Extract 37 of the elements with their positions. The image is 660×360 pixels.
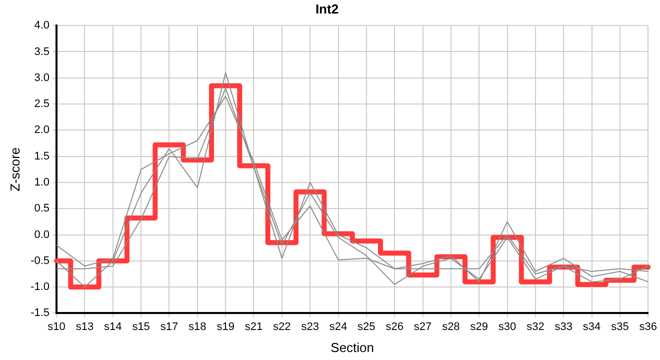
y-tick-label: 1.5 [34, 150, 50, 162]
x-tick-label: s30 [498, 320, 516, 333]
y-tick-label: -0.5 [30, 254, 50, 267]
y-tick-label: 2.0 [34, 124, 50, 136]
y-tick-label: 0.0 [34, 228, 50, 241]
x-tick-label: s28 [442, 320, 460, 333]
x-tick-label: s32 [526, 320, 544, 333]
x-tick-label: s21 [244, 320, 263, 333]
x-axis-title: Section [330, 340, 374, 355]
x-tick-label: s36 [639, 320, 658, 333]
x-tick-label: s34 [582, 320, 601, 333]
x-tick-label: s10 [48, 320, 66, 333]
y-tick-label: 3.5 [34, 46, 50, 58]
x-tick-label: s24 [329, 320, 348, 333]
x-tick-label: s13 [76, 320, 94, 333]
y-tick-label: -1.0 [30, 281, 50, 294]
y-tick-label: 4.0 [34, 20, 50, 32]
x-tick-label: s17 [160, 320, 178, 333]
x-tick-label: s33 [554, 320, 572, 333]
chart-title: Int2 [315, 1, 339, 16]
x-tick-label: s26 [386, 320, 404, 333]
x-tick-label: s35 [611, 320, 629, 333]
y-tick-label: -1.5 [30, 307, 50, 320]
x-tick-label: s29 [470, 320, 488, 333]
x-tick-label: s14 [104, 320, 122, 333]
y-tick-label: 1.0 [34, 176, 50, 189]
y-tick-label: 0.5 [34, 202, 50, 215]
x-tick-label: s19 [216, 320, 234, 333]
x-tick-label: s22 [273, 320, 291, 333]
x-tick-label: s18 [188, 320, 206, 333]
x-tick-label: s27 [414, 320, 432, 333]
x-tick-label: s15 [132, 320, 150, 333]
y-tick-label: 3.0 [34, 72, 50, 84]
x-tick-label: s23 [301, 320, 319, 333]
x-tick-label: s25 [358, 320, 376, 333]
y-axis-title: Z-score [7, 147, 22, 192]
y-tick-label: 2.5 [34, 98, 50, 110]
